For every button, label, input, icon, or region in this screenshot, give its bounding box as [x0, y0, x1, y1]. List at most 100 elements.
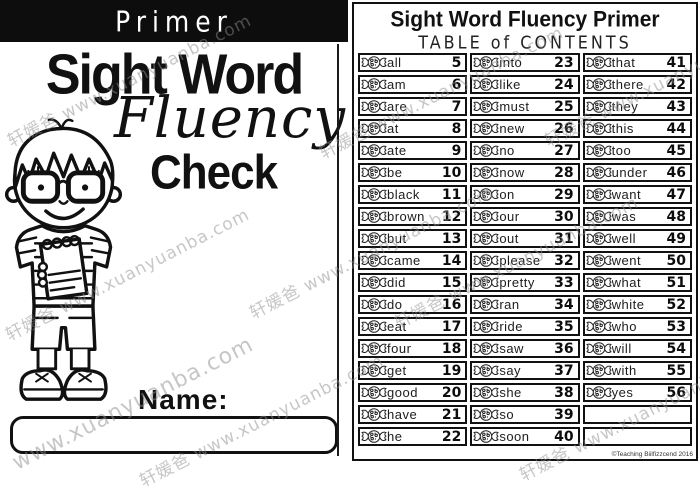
- toc-entry: ran 34: [470, 295, 580, 314]
- toc-page-number: 7: [451, 98, 462, 115]
- toc-word: yes: [611, 385, 634, 400]
- candy-icon: [361, 298, 387, 311]
- boy-illustration: [4, 118, 123, 401]
- candy-icon: [473, 122, 500, 135]
- candy-icon: [585, 298, 612, 311]
- toc-entry: on 29: [470, 185, 580, 204]
- toc-entry: ate 9: [358, 141, 468, 160]
- toc-entry: under 46: [582, 163, 692, 182]
- candy-icon: [361, 122, 387, 135]
- candy-icon: [585, 144, 612, 157]
- toc-entry: who 53: [582, 317, 692, 336]
- candy-icon: [585, 210, 612, 223]
- toc-entry: did 15: [358, 273, 468, 292]
- toc-entry: well 49: [582, 229, 692, 248]
- name-label: Name:: [138, 384, 229, 415]
- candy-icon: [473, 430, 500, 443]
- candy-icon: [361, 254, 387, 267]
- toc-entry: so 39: [470, 405, 580, 424]
- toc-page-number: 14: [441, 252, 462, 269]
- candy-icon: [361, 188, 387, 201]
- toc-word: white: [611, 297, 645, 312]
- toc-word: no: [499, 143, 515, 158]
- toc-page-number: 36: [554, 340, 574, 357]
- toc-page-number: 24: [554, 76, 574, 93]
- candy-icon: [473, 144, 500, 157]
- toc-entry: soon 40: [470, 427, 580, 446]
- candy-icon: [585, 232, 612, 245]
- toc-entry: our 30: [470, 207, 580, 226]
- toc-word: eat: [387, 319, 407, 334]
- candy-icon: [585, 122, 612, 135]
- toc-entry: came 14: [358, 251, 468, 270]
- toc-page-number: 31: [554, 230, 574, 247]
- toc-entry: all 5: [358, 53, 468, 72]
- cover-banner: Primer: [0, 0, 348, 42]
- candy-icon: [473, 188, 500, 201]
- toc-word: ate: [387, 143, 407, 158]
- toc-page-number: 53: [666, 318, 686, 335]
- toc-entry: she 38: [470, 383, 580, 402]
- toc-word: new: [499, 121, 525, 136]
- toc-entry: was 48: [582, 207, 692, 226]
- candy-icon: [473, 78, 500, 91]
- candy-icon: [473, 254, 500, 267]
- toc-page-number: 54: [666, 340, 686, 357]
- toc-word: at: [387, 121, 399, 136]
- toc-word: into: [499, 55, 523, 70]
- candy-icon: [585, 364, 612, 377]
- toc-entry: now 28: [470, 163, 580, 182]
- toc-entry: he 22: [358, 427, 468, 446]
- toc-entry: black 11: [358, 185, 468, 204]
- toc-word: will: [611, 341, 632, 356]
- toc-word: ride: [499, 319, 524, 334]
- toc-entry-empty: [582, 427, 692, 446]
- toc-word: this: [611, 121, 634, 136]
- toc-word: too: [611, 143, 632, 158]
- toc-word: soon: [499, 429, 530, 444]
- toc-word: with: [611, 363, 637, 378]
- banner-title: Primer: [115, 4, 233, 38]
- toc-page-number: 55: [666, 362, 686, 379]
- toc-page-number: 56: [666, 384, 686, 401]
- candy-icon: [361, 320, 387, 333]
- toc-entry: brown 12: [358, 207, 468, 226]
- toc-page-number: 49: [666, 230, 686, 247]
- shorts-and-shoes: [19, 304, 108, 401]
- toc-word: on: [499, 187, 515, 202]
- toc-entry: white 52: [582, 295, 692, 314]
- toc-word: pretty: [499, 275, 535, 290]
- toc-entry: will 54: [582, 339, 692, 358]
- toc-page-number: 40: [554, 428, 574, 445]
- toc-page-number: 30: [554, 208, 574, 225]
- toc-page-number: 38: [554, 384, 574, 401]
- toc-entry: pretty 33: [470, 273, 580, 292]
- candy-icon: [361, 364, 387, 377]
- candy-icon: [473, 210, 500, 223]
- candy-icon: [585, 320, 612, 333]
- toc-entry: please 32: [470, 251, 580, 270]
- toc-entry: new 26: [470, 119, 580, 138]
- toc-entry: this 44: [582, 119, 692, 138]
- candy-icon: [585, 386, 612, 399]
- toc-word: out: [499, 231, 519, 246]
- toc-column-2: into 23 like 24 must 25 new 26 no 27 now 28: [470, 53, 580, 449]
- toc-page-number: 45: [666, 142, 686, 159]
- candy-icon: [473, 166, 500, 179]
- toc-word: four: [387, 341, 412, 356]
- toc-word: all: [387, 55, 402, 70]
- toc-word: went: [611, 253, 642, 268]
- name-input-box: [10, 416, 338, 454]
- toc-word: who: [611, 319, 638, 334]
- candy-icon: [585, 56, 612, 69]
- toc-word: they: [611, 99, 639, 114]
- toc-title: Sight Word Fluency Primer: [390, 7, 660, 32]
- toc-page-number: 43: [666, 98, 686, 115]
- candy-icon: [361, 56, 387, 69]
- toc-entry: yes 56: [582, 383, 692, 402]
- candy-icon: [473, 386, 500, 399]
- toc-word: am: [387, 77, 407, 92]
- toc-table: all 5 am 6 are 7 at 8 ate 9 be 10: [358, 53, 692, 449]
- toc-page-number: 19: [441, 362, 462, 379]
